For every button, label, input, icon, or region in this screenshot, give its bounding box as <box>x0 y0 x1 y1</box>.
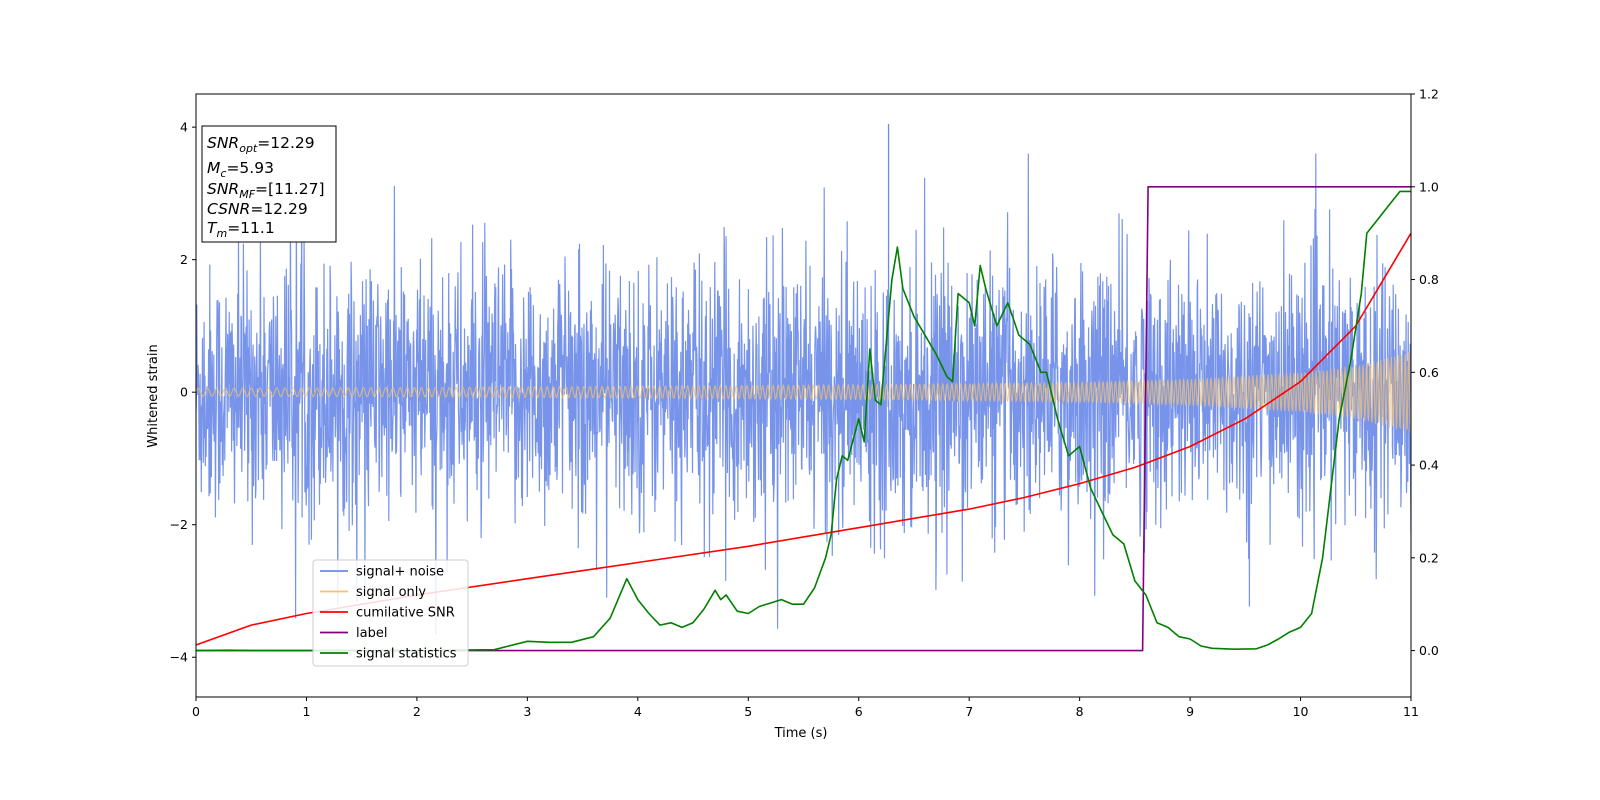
x-tick-label: 11 <box>1403 704 1419 719</box>
series-signal-only <box>196 352 1411 434</box>
legend-label: signal+ noise <box>356 565 444 580</box>
x-tick-label: 10 <box>1293 704 1309 719</box>
y-right-tick-label: 1.0 <box>1419 179 1439 194</box>
y-left-tick-label: 2 <box>180 252 188 267</box>
x-tick-label: 2 <box>413 704 421 719</box>
info-snr-mf: SNRMF=[11.27] <box>207 180 325 201</box>
y-left-tick-label: −2 <box>170 517 188 532</box>
x-tick-label: 8 <box>1076 704 1084 719</box>
series-signal-noise <box>196 153 1411 635</box>
y-left-tick-label: 0 <box>180 385 188 400</box>
info-mc: Mc=5.93 <box>207 159 274 180</box>
series-signal-statistics <box>196 190 1411 652</box>
x-tick-label: 6 <box>855 704 863 719</box>
info-box: SNRopt=12.29 Mc=5.93 SNRMF=[11.27] CSNR=… <box>201 125 337 243</box>
info-snr-opt: SNRopt=12.29 <box>207 134 315 155</box>
x-tick-label: 9 <box>1186 704 1194 719</box>
y-right-tick-label: 1.2 <box>1419 87 1439 102</box>
y-left-tick-label: −4 <box>170 650 188 665</box>
info-tm: Tm=11.1 <box>207 219 275 240</box>
x-tick-label: 3 <box>523 704 531 719</box>
legend-label: cumilative SNR <box>356 606 455 621</box>
x-tick-label: 0 <box>192 704 200 719</box>
y-right-tick-label: 0.0 <box>1419 643 1439 658</box>
y-right-tick-label: 0.2 <box>1419 550 1439 565</box>
y-axis-label: Whitened strain <box>146 344 161 447</box>
y-left-tick-label: 4 <box>180 120 188 135</box>
x-tick-label: 7 <box>965 704 973 719</box>
legend-label: signal only <box>356 585 426 600</box>
y-right-tick-label: 0.8 <box>1419 272 1439 287</box>
x-tick-label: 5 <box>744 704 752 719</box>
y-right-tick-label: 0.6 <box>1419 365 1439 380</box>
info-csnr: CSNR=12.29 <box>207 200 308 218</box>
x-axis-label: Time (s) <box>774 726 828 741</box>
legend: signal+ noise signal only cumilative SNR la… <box>312 559 469 667</box>
plot-frame <box>195 93 1412 698</box>
x-tick-label: 4 <box>634 704 642 719</box>
series-label <box>196 186 1411 652</box>
legend-label: label <box>356 626 387 641</box>
x-tick-label: 1 <box>302 704 310 719</box>
legend-label: signal statistics <box>356 647 457 662</box>
y-right-tick-label: 0.4 <box>1419 458 1439 473</box>
